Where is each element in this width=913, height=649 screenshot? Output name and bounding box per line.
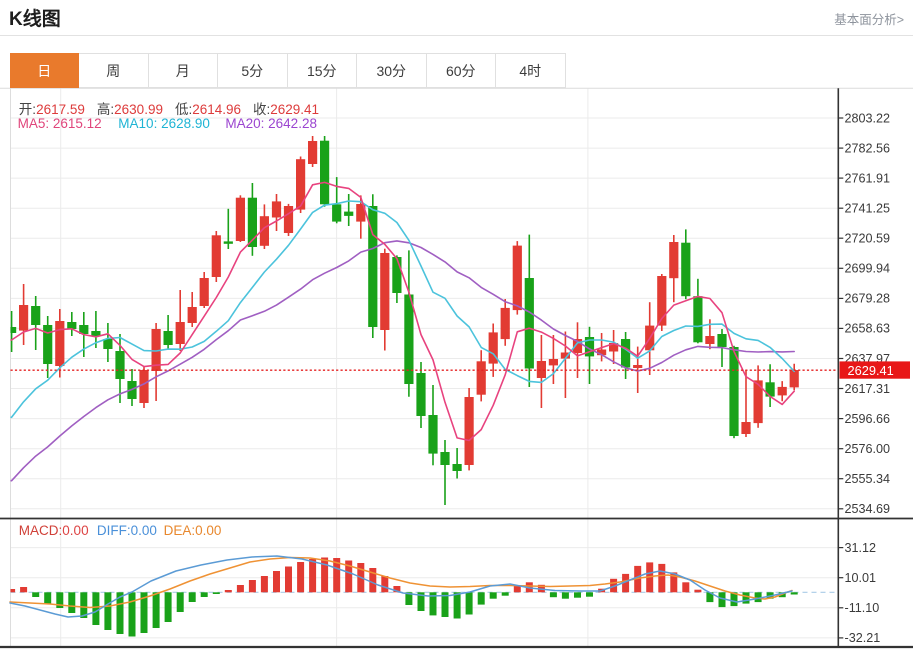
- svg-text:2629.41: 2629.41: [848, 363, 894, 378]
- svg-text:2699.94: 2699.94: [845, 262, 891, 276]
- svg-text:2782.56: 2782.56: [845, 141, 891, 155]
- svg-text:10.01: 10.01: [845, 571, 877, 585]
- svg-text:2679.28: 2679.28: [845, 292, 891, 306]
- svg-text:2617.31: 2617.31: [845, 382, 891, 396]
- svg-text:-11.10: -11.10: [845, 601, 880, 615]
- svg-text:2596.66: 2596.66: [845, 412, 891, 426]
- svg-text:2534.69: 2534.69: [845, 502, 891, 516]
- svg-text:2803.22: 2803.22: [845, 111, 891, 125]
- svg-text:-32.21: -32.21: [845, 631, 881, 645]
- svg-text:2576.00: 2576.00: [845, 442, 891, 456]
- svg-text:2658.63: 2658.63: [845, 322, 891, 336]
- svg-text:2761.91: 2761.91: [845, 171, 891, 185]
- svg-text:2555.34: 2555.34: [845, 472, 891, 486]
- svg-text:2741.25: 2741.25: [845, 202, 891, 216]
- svg-text:31.12: 31.12: [845, 541, 877, 555]
- svg-text:2720.59: 2720.59: [845, 232, 891, 246]
